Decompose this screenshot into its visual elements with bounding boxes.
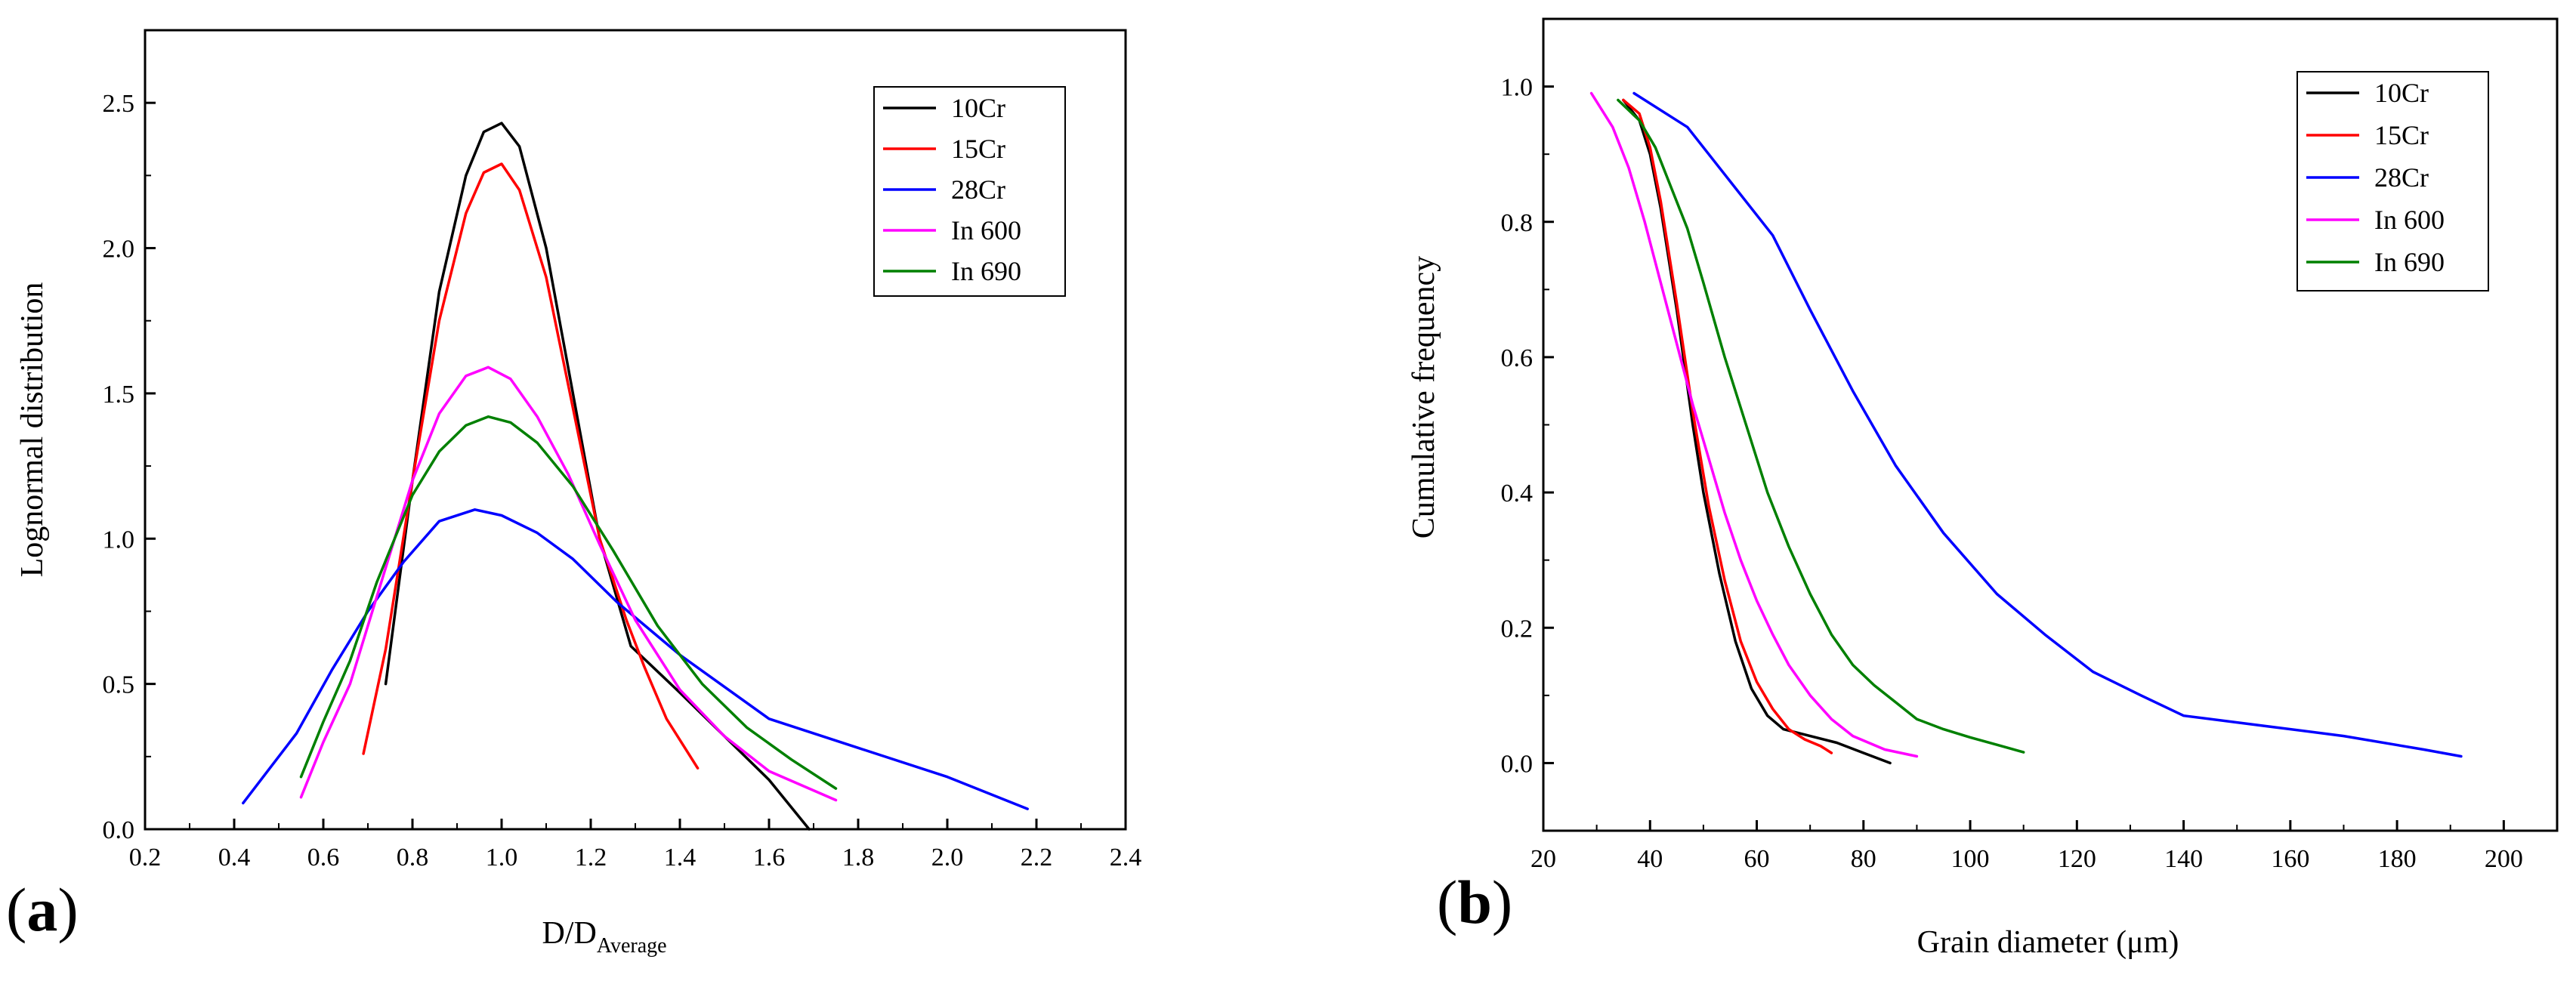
panel-a-legend-box <box>873 86 1066 297</box>
panel-a-series <box>242 122 1029 831</box>
panel-b-series-in-600-line <box>1589 91 1919 758</box>
panel-a-x-tick-label: 0.4 <box>218 844 251 871</box>
panel-a-series-28cr-line <box>242 508 1029 810</box>
panel-b-ticks: 20 40 60 80 100 120 140 160 180 200 0.0 0.2 0.4 0.6 0.… <box>1501 74 2558 873</box>
panel-a-series-15cr-line <box>362 162 700 770</box>
panel-a-x-axis-title-subscript: Average <box>597 934 667 958</box>
panel-b-series <box>1589 91 2463 765</box>
panel-b-x-tick-label: 80 <box>1851 845 1876 873</box>
panel-b-series-15cr-line <box>1622 98 1833 754</box>
panel-b-x-tick-label: 60 <box>1744 845 1770 873</box>
panel-a-x-axis-title: D/DAverage <box>542 916 666 958</box>
panel-a-y-tick-label: 1.0 <box>103 526 135 554</box>
panel-b-y-tick-label: 0.2 <box>1501 615 1534 643</box>
panel-b-x-tick-label: 20 <box>1530 845 1556 873</box>
panel-a-label: (a) <box>6 875 79 944</box>
panel-a-legend-label: 15Cr <box>951 134 1005 164</box>
panel-a-x-tick-label: 2.2 <box>1021 844 1053 871</box>
panel-a-y-axis-title: Lognormal distribution <box>15 282 50 578</box>
panel-b-y-tick-label: 0.4 <box>1501 480 1534 507</box>
panel-b-label: (b) <box>1437 868 1512 936</box>
panel-a-x-tick-label: 1.2 <box>575 844 607 871</box>
panel-a-x-axis-title-main: D/D <box>542 916 596 951</box>
panel-a-x-tick-label: 2.0 <box>931 844 964 871</box>
panel-b-chart: 20 40 60 80 100 120 140 160 180 200 0.0 0.2 0.4 0.6 0.… <box>1407 17 2559 960</box>
panel-b-x-tick-label: 140 <box>2164 845 2203 873</box>
panel-b-series-28cr-line <box>1632 91 2463 758</box>
panel-a-ticks: 0.2 0.4 0.6 0.8 1.0 1.2 1.4 1.6 1.8 2.0 2.2 2.4 0.0 0… <box>103 90 1142 871</box>
panel-b-y-axis-title: Cumulative frequency <box>1407 256 1441 538</box>
panel-a-legend-label: 28Cr <box>951 174 1005 205</box>
panel-a-legend-label: In 690 <box>951 256 1021 286</box>
panel-b-y-tick-label: 0.8 <box>1501 209 1534 237</box>
panel-a-x-tick-label: 1.8 <box>842 844 875 871</box>
panel-a-label-open-paren: ( <box>6 875 26 944</box>
panel-b-y-tick-label: 1.0 <box>1501 74 1534 102</box>
panel-a-y-tick-label: 1.5 <box>103 381 135 409</box>
panel-a-x-tick-label: 0.2 <box>129 844 162 871</box>
panel-b-legend-label: 15Cr <box>2374 120 2429 150</box>
panel-a-x-tick-label: 1.6 <box>753 844 786 871</box>
panel-a-x-tick-label: 1.0 <box>486 844 518 871</box>
panel-a-y-tick-label: 0.5 <box>103 671 135 699</box>
panel-b-legend-box <box>2296 71 2489 292</box>
panel-b-x-tick-label: 200 <box>2485 845 2523 873</box>
panel-a-chart: 0.2 0.4 0.6 0.8 1.0 1.2 1.4 1.6 1.8 2.0 2.2 2.4 0.0 0… <box>6 29 1142 958</box>
panel-a-label-close-paren: ) <box>57 875 78 944</box>
panel-b-legend-label: 28Cr <box>2374 162 2429 193</box>
panel-a-series-in-600-line <box>299 366 838 802</box>
panel-a-label-letter: a <box>26 875 57 944</box>
panel-b-x-tick-label: 180 <box>2378 845 2417 873</box>
panel-b-y-tick-label: 0.0 <box>1501 750 1534 778</box>
panel-a-x-tick-label: 0.8 <box>397 844 429 871</box>
panel-a-series-in-690-line <box>299 415 838 790</box>
panel-b-x-axis-title: Grain diameter (μm) <box>1917 925 2179 960</box>
panel-b-series-in-690-line <box>1617 98 2025 754</box>
panel-a-legend: 10Cr 15Cr 28Cr In 600 In 690 <box>873 86 1066 297</box>
panel-a-legend-label: 10Cr <box>951 93 1005 123</box>
panel-a-x-tick-label: 2.4 <box>1110 844 1142 871</box>
panel-b-x-tick-label: 160 <box>2271 845 2309 873</box>
panel-b-label-open-paren: ( <box>1437 868 1457 936</box>
panel-a-legend-label: In 600 <box>951 215 1021 245</box>
panel-b-legend-label: In 600 <box>2374 205 2445 235</box>
panel-a-x-tick-label: 1.4 <box>664 844 697 871</box>
panel-a-x-tick-label: 0.6 <box>307 844 340 871</box>
panel-a-y-tick-label: 2.0 <box>103 236 135 264</box>
panel-b-legend-label: 10Cr <box>2374 78 2429 108</box>
panel-b-x-tick-label: 100 <box>1951 845 1990 873</box>
panel-b-y-tick-label: 0.6 <box>1501 344 1534 372</box>
panel-b-x-tick-label: 120 <box>2058 845 2096 873</box>
panel-b-legend: 10Cr 15Cr 28Cr In 600 In 690 <box>2296 71 2489 292</box>
panel-b-label-close-paren: ) <box>1492 868 1512 936</box>
panel-a-y-tick-label: 0.0 <box>103 816 135 844</box>
panel-b-legend-label: In 690 <box>2374 247 2445 277</box>
panel-a-y-tick-label: 2.5 <box>103 90 135 118</box>
panel-b-label-letter: b <box>1457 868 1492 936</box>
panel-b-x-tick-label: 40 <box>1637 845 1663 873</box>
